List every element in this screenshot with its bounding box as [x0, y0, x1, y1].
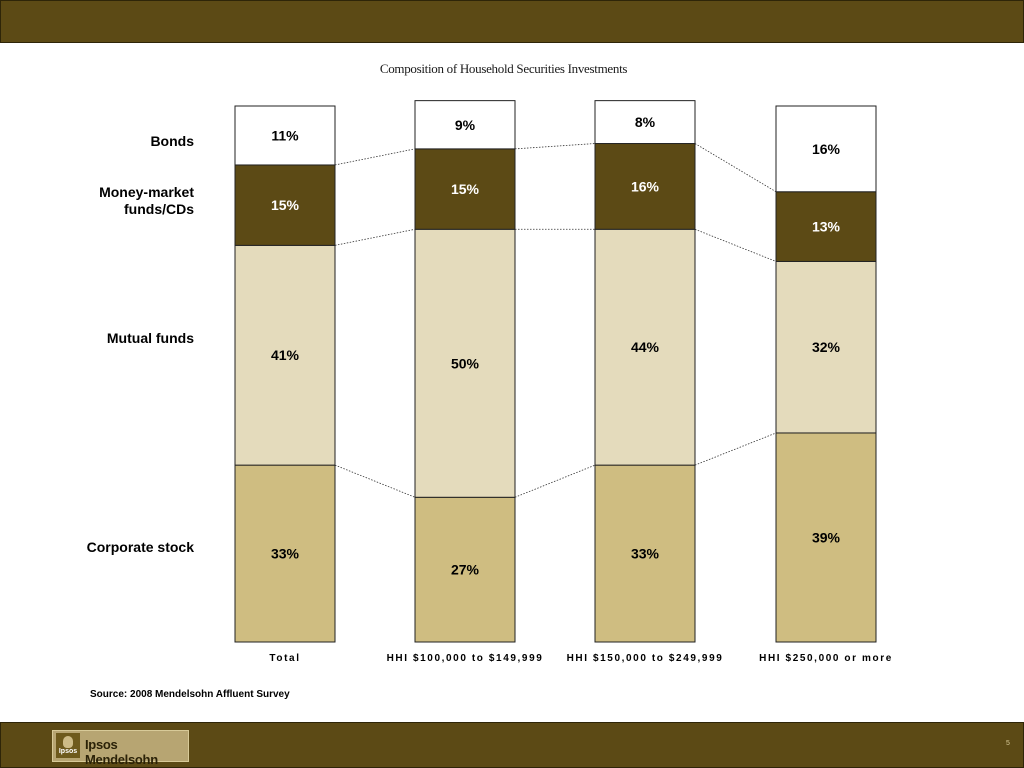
bar-segment-bonds [414, 100, 516, 150]
bar-segment-money-market-funds-cds [234, 164, 336, 246]
header-band [0, 0, 1024, 43]
legend-label-corporate-stock: Corporate stock [86, 539, 194, 555]
bar-segment-money-market-funds-cds [594, 143, 696, 230]
data-label-bonds: 16% [812, 141, 841, 157]
ipsos-mendelsohn-logo: Ipsos Ipsos Mendelsohn [52, 730, 189, 767]
bar-segment-money-market-funds-cds [414, 148, 516, 230]
data-label-mutual-funds: 44% [631, 339, 660, 355]
data-label-corporate-stock: 33% [631, 546, 660, 562]
connector-line [694, 228, 777, 262]
data-label-bonds: 8% [635, 114, 656, 130]
bar-segment-mutual-funds [775, 260, 877, 434]
stacked-bar-chart: 33% 41% 15% 11% Total 27% 50% 15% 9% HHI $100,000… [234, 100, 893, 664]
data-label-money-market-funds-cds: 16% [631, 178, 660, 194]
chart-title: Composition of Household Securities Inve… [379, 61, 628, 76]
category-label: HHI $150,000 to $249,999 [567, 653, 724, 664]
bar-segment-corporate-stock [414, 496, 516, 643]
bar-segment-mutual-funds [414, 228, 516, 498]
bar-segment-bonds [775, 105, 877, 193]
connector-line [334, 228, 416, 246]
connector-line [694, 143, 777, 193]
page-number: 5 [1006, 740, 1010, 747]
bar-segment-corporate-stock [775, 432, 877, 643]
category-label: HHI $100,000 to $149,999 [387, 653, 544, 664]
logo-text: Ipsos Mendelsohn [85, 737, 158, 767]
legend-label-money-market-line1: Money-market [99, 184, 194, 200]
category-label: Total [269, 653, 300, 664]
connector-line [514, 143, 596, 150]
connector-line [514, 464, 596, 498]
data-label-money-market-funds-cds: 15% [451, 181, 480, 197]
legend-label-mutual-funds: Mutual funds [106, 330, 194, 346]
data-label-money-market-funds-cds: 15% [271, 197, 300, 213]
data-label-mutual-funds: 32% [812, 339, 841, 355]
data-label-bonds: 11% [271, 127, 299, 143]
bar-segment-money-market-funds-cds [775, 191, 877, 262]
category-label: HHI $250,000 or more [759, 653, 893, 664]
data-label-corporate-stock: 33% [271, 546, 300, 562]
bar-segment-corporate-stock [234, 464, 336, 643]
ipsos-logo-ball-icon [63, 736, 73, 748]
connector-line [334, 464, 416, 498]
data-label-corporate-stock: 39% [812, 529, 841, 545]
legend-label-money-market-line2: funds/CDs [124, 201, 194, 217]
ipsos-logo-mark-text: Ipsos [58, 748, 78, 755]
legend-label-bonds: Bonds [150, 133, 194, 149]
connector-line [694, 432, 777, 466]
bar-segment-bonds [594, 100, 696, 145]
data-label-corporate-stock: 27% [451, 562, 480, 578]
data-label-bonds: 9% [455, 117, 476, 133]
data-label-mutual-funds: 41% [271, 347, 300, 363]
data-label-money-market-funds-cds: 13% [812, 219, 841, 235]
connector-line [334, 148, 416, 166]
data-label-mutual-funds: 50% [451, 355, 480, 371]
bar-segment-corporate-stock [594, 464, 696, 643]
source-note: Source: 2008 Mendelsohn Affluent Survey [90, 689, 290, 700]
legend-label-money-market: Money-market funds/CDs [99, 184, 194, 218]
bar-segment-mutual-funds [234, 244, 336, 466]
bar-segment-mutual-funds [594, 228, 696, 466]
bar-segment-bonds [234, 105, 336, 166]
ipsos-logo-icon: Ipsos [56, 733, 80, 758]
